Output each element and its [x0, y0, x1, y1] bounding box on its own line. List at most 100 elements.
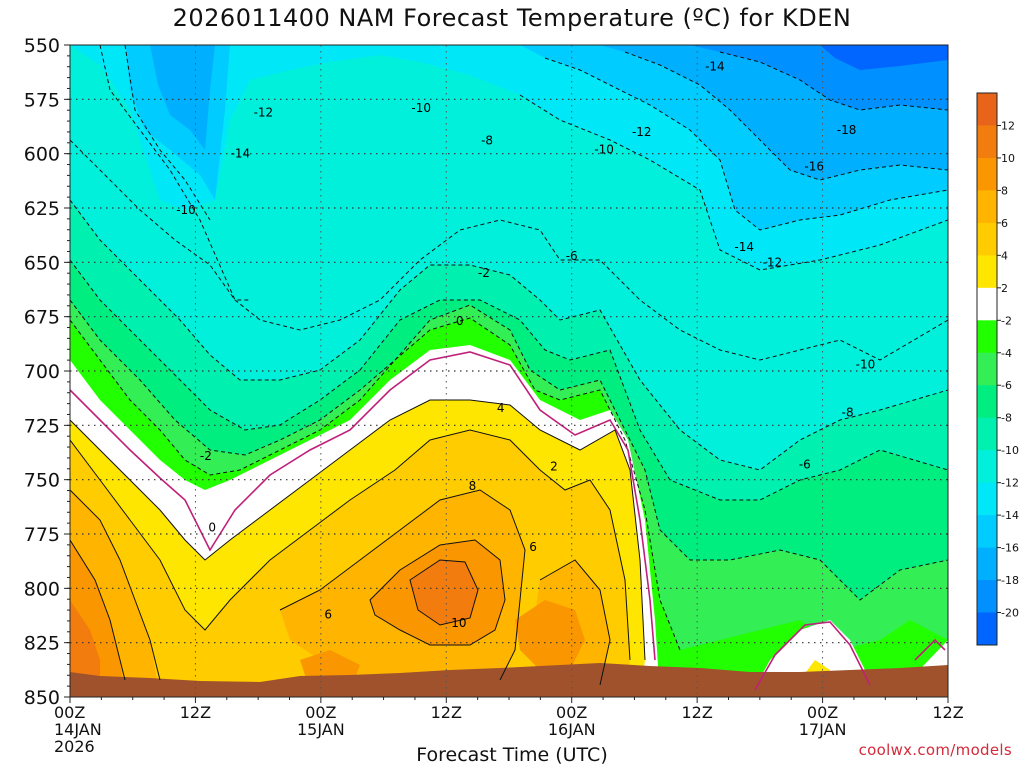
chart-title: 2026011400 NAM Forecast Temperature (ºC)… [172, 4, 852, 32]
colorbar-frame [976, 92, 998, 646]
colorbar-label: -8 [1001, 412, 1012, 425]
x-tick-label: 00Z [305, 703, 336, 722]
y-tick-label: 775 [24, 524, 60, 546]
colorbar-bin [977, 287, 997, 321]
contour-label: -10 [411, 101, 431, 115]
y-tick-label: 600 [24, 144, 60, 166]
colorbar-label: -20 [1001, 607, 1019, 620]
contour-minus-6 [70, 259, 948, 501]
contour-minus-2 [70, 317, 681, 651]
credit-link[interactable]: coolwx.com/models [858, 741, 1012, 759]
band-minus-20 [820, 45, 948, 70]
colorbar-bin [977, 190, 997, 224]
contour-label: 6 [529, 540, 537, 554]
colorbar-bin [977, 255, 997, 289]
x-tick-label: 16JAN [548, 720, 596, 739]
temperature-field [70, 45, 948, 697]
x-tick-label: 12Z [681, 703, 712, 722]
terrain [70, 663, 948, 697]
y-tick-label: 850 [24, 687, 60, 709]
contour-label: -10 [856, 357, 876, 371]
contour-label: 0 [456, 314, 464, 328]
contour-labels: -14 -12 -10 -8 -10 -12 -18 -14 -16 -10 -14 -6 -12 -2 0… [176, 60, 876, 630]
contour-label: -10 [594, 142, 614, 156]
x-axis-title: Forecast Time (UTC) [416, 744, 608, 766]
contour-label: -16 [804, 160, 824, 174]
x-tick-label: 14JAN [54, 720, 102, 739]
y-tick-label: 650 [24, 252, 60, 274]
contour-label: -14 [734, 240, 754, 254]
colorbar-bin [977, 352, 997, 386]
contour-minus-14-right [544, 57, 948, 231]
x-tick-label: 00Z [807, 703, 838, 722]
contour-label: -14 [705, 60, 725, 74]
contour-zero-right [754, 621, 871, 691]
colorbar-label: -10 [1001, 444, 1019, 457]
contour-label: -14 [231, 147, 251, 161]
contour-4 [70, 429, 631, 661]
x-tick-label: 17JAN [799, 720, 847, 739]
contour-6-right [539, 559, 611, 686]
colorbar: 12 10 8 6 4 2 -2 -4 -6 -8 -10 -12 -14 -16 -18 -20 [976, 92, 1019, 646]
colorbar-bin [977, 580, 997, 614]
contour-label: -2 [478, 266, 490, 280]
colorbar-bin [977, 222, 997, 256]
x-tick-label: 15JAN [297, 720, 345, 739]
contour-zero-right-2 [914, 638, 946, 661]
colorbar-bin [977, 450, 997, 484]
contour-label: -12 [632, 125, 652, 139]
contour-label: 10 [451, 616, 466, 630]
y-tick-label: 550 [24, 35, 60, 57]
contour-label: -2 [200, 449, 212, 463]
cold-blob-core [150, 45, 215, 150]
contour-label: -8 [842, 405, 854, 419]
colorbar-bin [977, 515, 997, 549]
colorbar-bin [977, 157, 997, 191]
colorbar-label: 12 [1001, 119, 1015, 132]
contour-label: 4 [497, 401, 505, 415]
colorbar-bin [977, 125, 997, 159]
colorbar-label: -12 [1001, 477, 1019, 490]
contour-label: -6 [799, 457, 811, 471]
y-tick-label: 625 [24, 198, 60, 220]
contour-6-mid [279, 489, 526, 681]
colorbar-label: -18 [1001, 574, 1019, 587]
y-tick-label: 700 [24, 361, 60, 383]
contour-minus-16 [624, 51, 948, 181]
colorbar-label: -6 [1001, 379, 1012, 392]
y-axis: 550 575 600 625 650 675 700 725 750 775 800 825 850 [24, 35, 70, 709]
colorbar-label: 8 [1001, 184, 1008, 197]
contour-2 [70, 399, 646, 661]
contour-label: 2 [550, 460, 558, 474]
contour-label: 0 [208, 520, 216, 534]
contour-minus-10 [70, 139, 948, 361]
colorbar-bin [977, 417, 997, 451]
contour-label: -6 [566, 249, 578, 263]
y-tick-label: 750 [24, 470, 60, 492]
contour-label: 6 [324, 607, 332, 621]
y-tick-label: 725 [24, 415, 60, 437]
colorbar-label: 6 [1001, 217, 1008, 230]
y-tick-label: 575 [24, 89, 60, 111]
colorbar-bin [977, 612, 997, 646]
contour-8 [70, 539, 126, 681]
contour-label: -12 [254, 105, 274, 119]
contour-label: -18 [837, 123, 857, 137]
colorbar-label: 10 [1001, 152, 1015, 165]
colorbar-bin [977, 320, 997, 354]
y-tick-label: 675 [24, 307, 60, 329]
contour-lines [70, 45, 948, 691]
colorbar-label: 4 [1001, 249, 1008, 262]
band-plus-10-12 [70, 560, 478, 697]
colorbar-label: -2 [1001, 314, 1012, 327]
contour-label: -10 [176, 203, 196, 217]
colorbar-bin [977, 385, 997, 419]
x-tick-label: 12Z [431, 703, 462, 722]
x-tick-label: 00Z [54, 703, 85, 722]
colorbar-label: -14 [1001, 509, 1019, 522]
x-tick-label: 00Z [556, 703, 587, 722]
contour-10-mid [409, 559, 479, 626]
contour-minus-4 [70, 299, 948, 601]
